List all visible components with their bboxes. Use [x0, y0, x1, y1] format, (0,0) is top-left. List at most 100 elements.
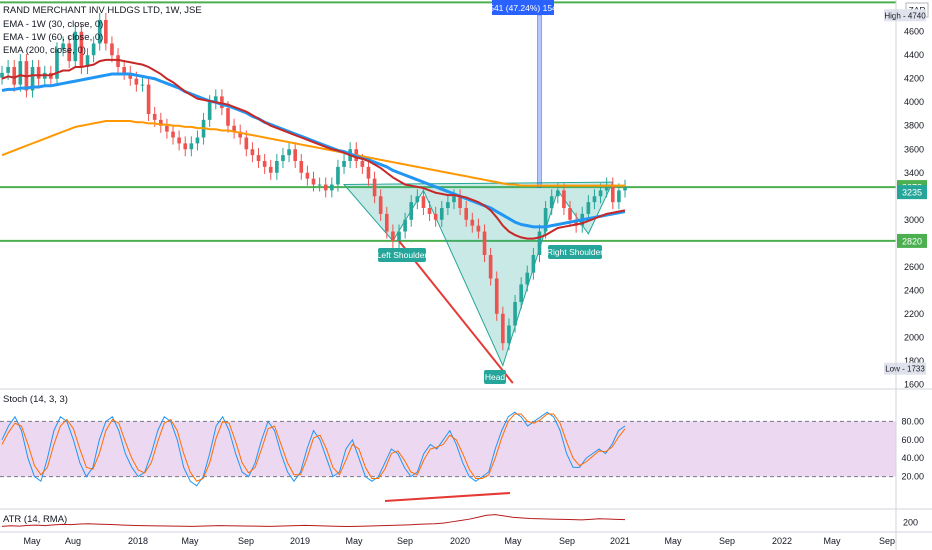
candle-body[interactable]	[177, 137, 181, 144]
candle-body[interactable]	[513, 302, 517, 326]
candle-body[interactable]	[226, 108, 230, 126]
candle-body[interactable]	[244, 137, 249, 150]
candle-body[interactable]	[317, 184, 322, 186]
candle-body[interactable]	[384, 213, 389, 232]
stoch-d-line[interactable]	[1, 413, 626, 482]
stoch-divergence-line[interactable]	[384, 492, 511, 502]
ema30-line[interactable]	[1, 58, 626, 240]
candle-body[interactable]	[446, 202, 450, 209]
candle-body[interactable]	[189, 143, 194, 150]
candle-body[interactable]	[152, 113, 157, 120]
candle-body[interactable]	[250, 149, 255, 156]
candle-body[interactable]	[91, 43, 96, 56]
candle-body[interactable]	[525, 272, 530, 285]
candle-body[interactable]	[464, 208, 469, 220]
candle-body[interactable]	[36, 66, 41, 79]
candle-body[interactable]	[598, 190, 603, 197]
candle-body[interactable]	[171, 131, 175, 138]
candle-body[interactable]	[6, 66, 10, 73]
candle-body[interactable]	[67, 43, 72, 62]
candle-body[interactable]	[287, 149, 291, 156]
candle-body[interactable]	[305, 172, 310, 179]
candle-body[interactable]	[122, 66, 126, 73]
candle-body[interactable]	[213, 96, 218, 103]
candle-body[interactable]	[30, 66, 35, 91]
candle-body[interactable]	[519, 284, 523, 303]
head-label[interactable]: Head	[484, 370, 506, 384]
measure-marker[interactable]	[537, 14, 542, 188]
candle-body[interactable]	[421, 196, 426, 209]
candle-body[interactable]	[372, 178, 377, 197]
candle-body[interactable]	[330, 184, 334, 191]
candle-body[interactable]	[470, 219, 475, 226]
candle-body[interactable]	[311, 178, 316, 185]
candle-body[interactable]	[555, 190, 560, 197]
trend-line[interactable]	[398, 240, 514, 384]
stoch-k-line[interactable]	[1, 411, 626, 487]
candle-body[interactable]	[342, 161, 346, 167]
candle-body[interactable]	[336, 166, 340, 185]
candle-body[interactable]	[366, 166, 371, 179]
candle-body[interactable]	[238, 131, 243, 138]
candle-body[interactable]	[360, 161, 365, 167]
price-pane[interactable]: 4600440042004000380036003400300028002600…	[0, 1, 929, 389]
candle-body[interactable]	[610, 184, 615, 203]
stoch-legend[interactable]: Stoch (14, 3, 3)	[3, 394, 68, 405]
candle-body[interactable]	[323, 184, 328, 191]
candle-body[interactable]	[537, 231, 542, 256]
left-shoulder-label[interactable]: Left Shoulder	[377, 248, 428, 262]
candle-body[interactable]	[134, 78, 139, 85]
candle-body[interactable]	[262, 161, 267, 167]
candle-body[interactable]	[415, 196, 420, 203]
candle-body[interactable]	[97, 19, 102, 44]
candle-body[interactable]	[427, 208, 432, 214]
candle-body[interactable]	[158, 119, 163, 126]
legend-ema60[interactable]: EMA - 1W (60, close, 0)	[3, 32, 103, 43]
candle-body[interactable]	[403, 219, 407, 232]
candle-body[interactable]	[165, 125, 169, 132]
candle-body[interactable]	[293, 149, 297, 162]
candle-body[interactable]	[73, 31, 78, 62]
candle-body[interactable]	[61, 43, 65, 50]
legend-ema200[interactable]: EMA (200, close, 0)	[3, 45, 86, 56]
candle-body[interactable]	[482, 231, 487, 256]
candle-body[interactable]	[592, 196, 597, 203]
candle-body[interactable]	[543, 208, 548, 232]
atr-pane[interactable]: 200	[1, 514, 918, 528]
candle-body[interactable]	[104, 19, 108, 44]
ema200-line[interactable]	[1, 120, 625, 187]
stoch-pane[interactable]: 80.00 60.00 40.00 20.00	[0, 411, 924, 502]
candle-body[interactable]	[488, 255, 493, 279]
candle-body[interactable]	[256, 155, 261, 162]
legend-ema30[interactable]: EMA - 1W (30, close, 0)	[3, 19, 103, 30]
candle-body[interactable]	[409, 202, 414, 220]
atr-legend[interactable]: ATR (14, RMA)	[3, 514, 67, 525]
candle-body[interactable]	[397, 231, 401, 241]
candle-body[interactable]	[501, 313, 505, 344]
candle-body[interactable]	[494, 278, 499, 314]
candle-body[interactable]	[281, 155, 285, 162]
candle-body[interactable]	[433, 213, 438, 220]
atr-line[interactable]	[1, 514, 626, 528]
candle-body[interactable]	[0, 72, 4, 78]
right-shoulder-label[interactable]: Right Shoulder	[547, 245, 603, 259]
candle-body[interactable]	[617, 190, 621, 203]
candle-body[interactable]	[18, 61, 23, 85]
candle-body[interactable]	[623, 186, 627, 191]
candle-body[interactable]	[207, 102, 212, 120]
candle-body[interactable]	[195, 137, 200, 144]
candle-body[interactable]	[586, 202, 591, 214]
candle-body[interactable]	[574, 219, 578, 226]
candle-body[interactable]	[391, 231, 395, 241]
candle-body[interactable]	[549, 196, 554, 209]
candle-body[interactable]	[79, 31, 84, 67]
candle-body[interactable]	[268, 166, 273, 173]
candle-body[interactable]	[12, 66, 17, 85]
candle-body[interactable]	[275, 161, 279, 173]
candle-body[interactable]	[507, 325, 511, 344]
candle-body[interactable]	[604, 184, 609, 191]
candle-body[interactable]	[220, 96, 224, 109]
candle-body[interactable]	[55, 49, 59, 79]
candle-body[interactable]	[531, 255, 536, 273]
candle-body[interactable]	[183, 143, 188, 150]
